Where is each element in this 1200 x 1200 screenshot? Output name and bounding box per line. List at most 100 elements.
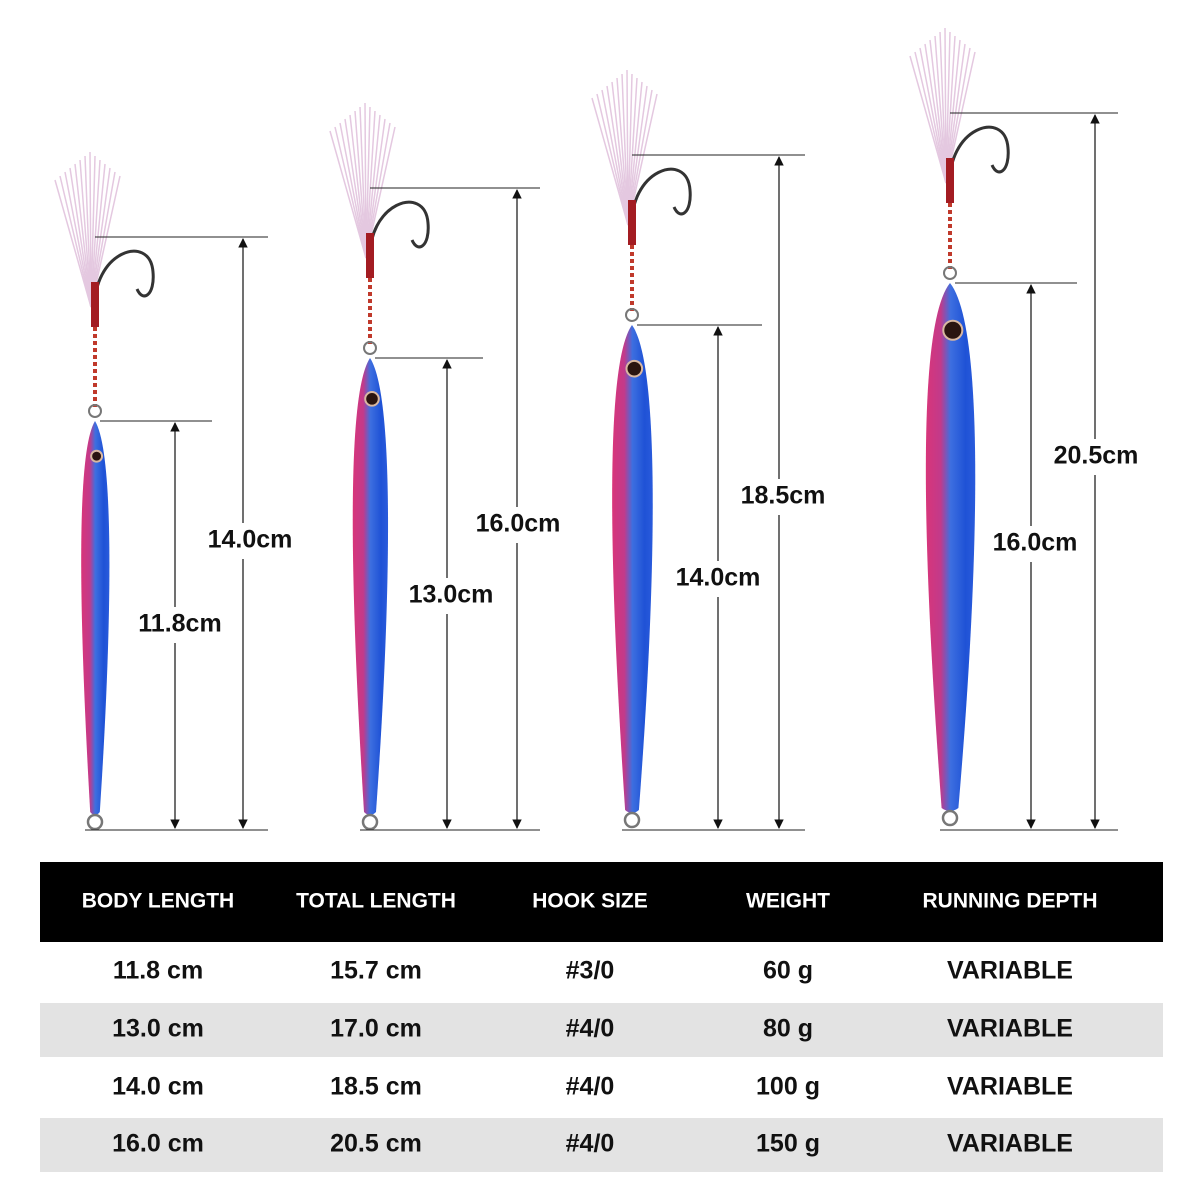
lure-body	[612, 325, 653, 813]
table-cell: #4/0	[566, 1073, 615, 1101]
body-length-label: 14.0cm	[676, 564, 761, 592]
feather	[69, 167, 92, 308]
table-cell: VARIABLE	[947, 1015, 1073, 1043]
feather	[944, 27, 947, 184]
feather	[74, 163, 92, 308]
lure-body	[352, 358, 389, 815]
table-cell: 60 g	[763, 957, 813, 985]
lure-eye	[364, 391, 380, 407]
table-cell: 100 g	[756, 1073, 820, 1101]
feather	[626, 69, 629, 226]
feather	[79, 159, 92, 308]
feather	[909, 55, 947, 184]
lure-eye	[90, 449, 104, 463]
split-ring	[363, 341, 377, 355]
row-stripe	[40, 1003, 1163, 1057]
table-cell: VARIABLE	[947, 1130, 1073, 1158]
feather	[349, 114, 367, 259]
feather	[616, 77, 629, 226]
table-cell: 150 g	[756, 1130, 820, 1158]
tail-ring	[941, 809, 959, 827]
total-length-label: 14.0cm	[208, 526, 293, 554]
feather	[919, 47, 947, 184]
feather	[601, 89, 629, 226]
total-length-label: 16.0cm	[476, 510, 561, 538]
row-stripe	[40, 1118, 1163, 1172]
table-cell: 80 g	[763, 1015, 813, 1043]
lure-body	[925, 283, 976, 811]
table-header-cell: TOTAL LENGTH	[296, 890, 456, 913]
feather	[329, 130, 367, 259]
hook	[630, 167, 692, 231]
table-header-cell: BODY LENGTH	[82, 890, 234, 913]
label-bg	[733, 479, 833, 515]
feather	[621, 73, 629, 226]
feather	[359, 106, 367, 259]
label-bg	[130, 607, 230, 643]
table-cell: #3/0	[566, 957, 615, 985]
feather	[84, 155, 92, 308]
label-bg	[200, 523, 300, 559]
feather	[945, 31, 951, 184]
feather	[924, 43, 947, 184]
table-cell: #4/0	[566, 1130, 615, 1158]
split-ring	[625, 308, 639, 322]
feather	[354, 110, 367, 259]
hook	[368, 200, 430, 264]
lure-body	[81, 421, 110, 815]
tail-ring	[361, 813, 379, 831]
feather	[344, 118, 367, 259]
hook	[93, 249, 155, 313]
table-cell: 17.0 cm	[330, 1015, 422, 1043]
table-cell: 15.7 cm	[330, 957, 422, 985]
feather	[90, 155, 96, 308]
feather	[606, 85, 629, 226]
feather	[929, 39, 947, 184]
feather	[334, 126, 367, 259]
split-ring	[943, 266, 957, 280]
table-header-bg	[40, 862, 1163, 942]
table-header-cell: HOOK SIZE	[532, 890, 648, 913]
label-bg	[668, 561, 768, 597]
total-length-label: 18.5cm	[741, 482, 826, 510]
tail-ring	[623, 811, 641, 829]
lure-eye	[942, 319, 964, 341]
feather	[54, 179, 92, 308]
label-bg	[468, 507, 568, 543]
body-length-label: 16.0cm	[993, 529, 1078, 557]
table-cell: 14.0 cm	[112, 1073, 204, 1101]
body-length-label: 11.8cm	[138, 610, 221, 638]
table-cell: VARIABLE	[947, 1073, 1073, 1101]
feather	[914, 51, 947, 184]
table-header-cell: WEIGHT	[746, 890, 830, 913]
feather	[339, 122, 367, 259]
label-bg	[985, 526, 1085, 562]
feather	[934, 35, 947, 184]
table-cell: 20.5 cm	[330, 1130, 422, 1158]
feather	[591, 97, 629, 226]
feather	[64, 171, 92, 308]
feather	[596, 93, 629, 226]
table-cell: 18.5 cm	[330, 1073, 422, 1101]
table-cell: #4/0	[566, 1015, 615, 1043]
split-ring	[88, 404, 102, 418]
label-bg	[1046, 439, 1146, 475]
feather	[939, 31, 947, 184]
label-bg	[401, 578, 501, 614]
feather	[364, 102, 367, 259]
feather	[59, 175, 92, 308]
feather	[365, 106, 371, 259]
total-length-label: 20.5cm	[1054, 442, 1139, 470]
tail-ring	[86, 813, 104, 831]
feather	[89, 151, 92, 308]
table-cell: 13.0 cm	[112, 1015, 204, 1043]
table-cell: 11.8 cm	[113, 957, 203, 985]
hook	[948, 125, 1010, 189]
table-header-cell: RUNNING DEPTH	[922, 890, 1097, 913]
body-length-label: 13.0cm	[409, 581, 494, 609]
feather	[611, 81, 629, 226]
table-cell: 16.0 cm	[112, 1130, 204, 1158]
lure-eye	[625, 359, 644, 378]
feather	[627, 73, 633, 226]
